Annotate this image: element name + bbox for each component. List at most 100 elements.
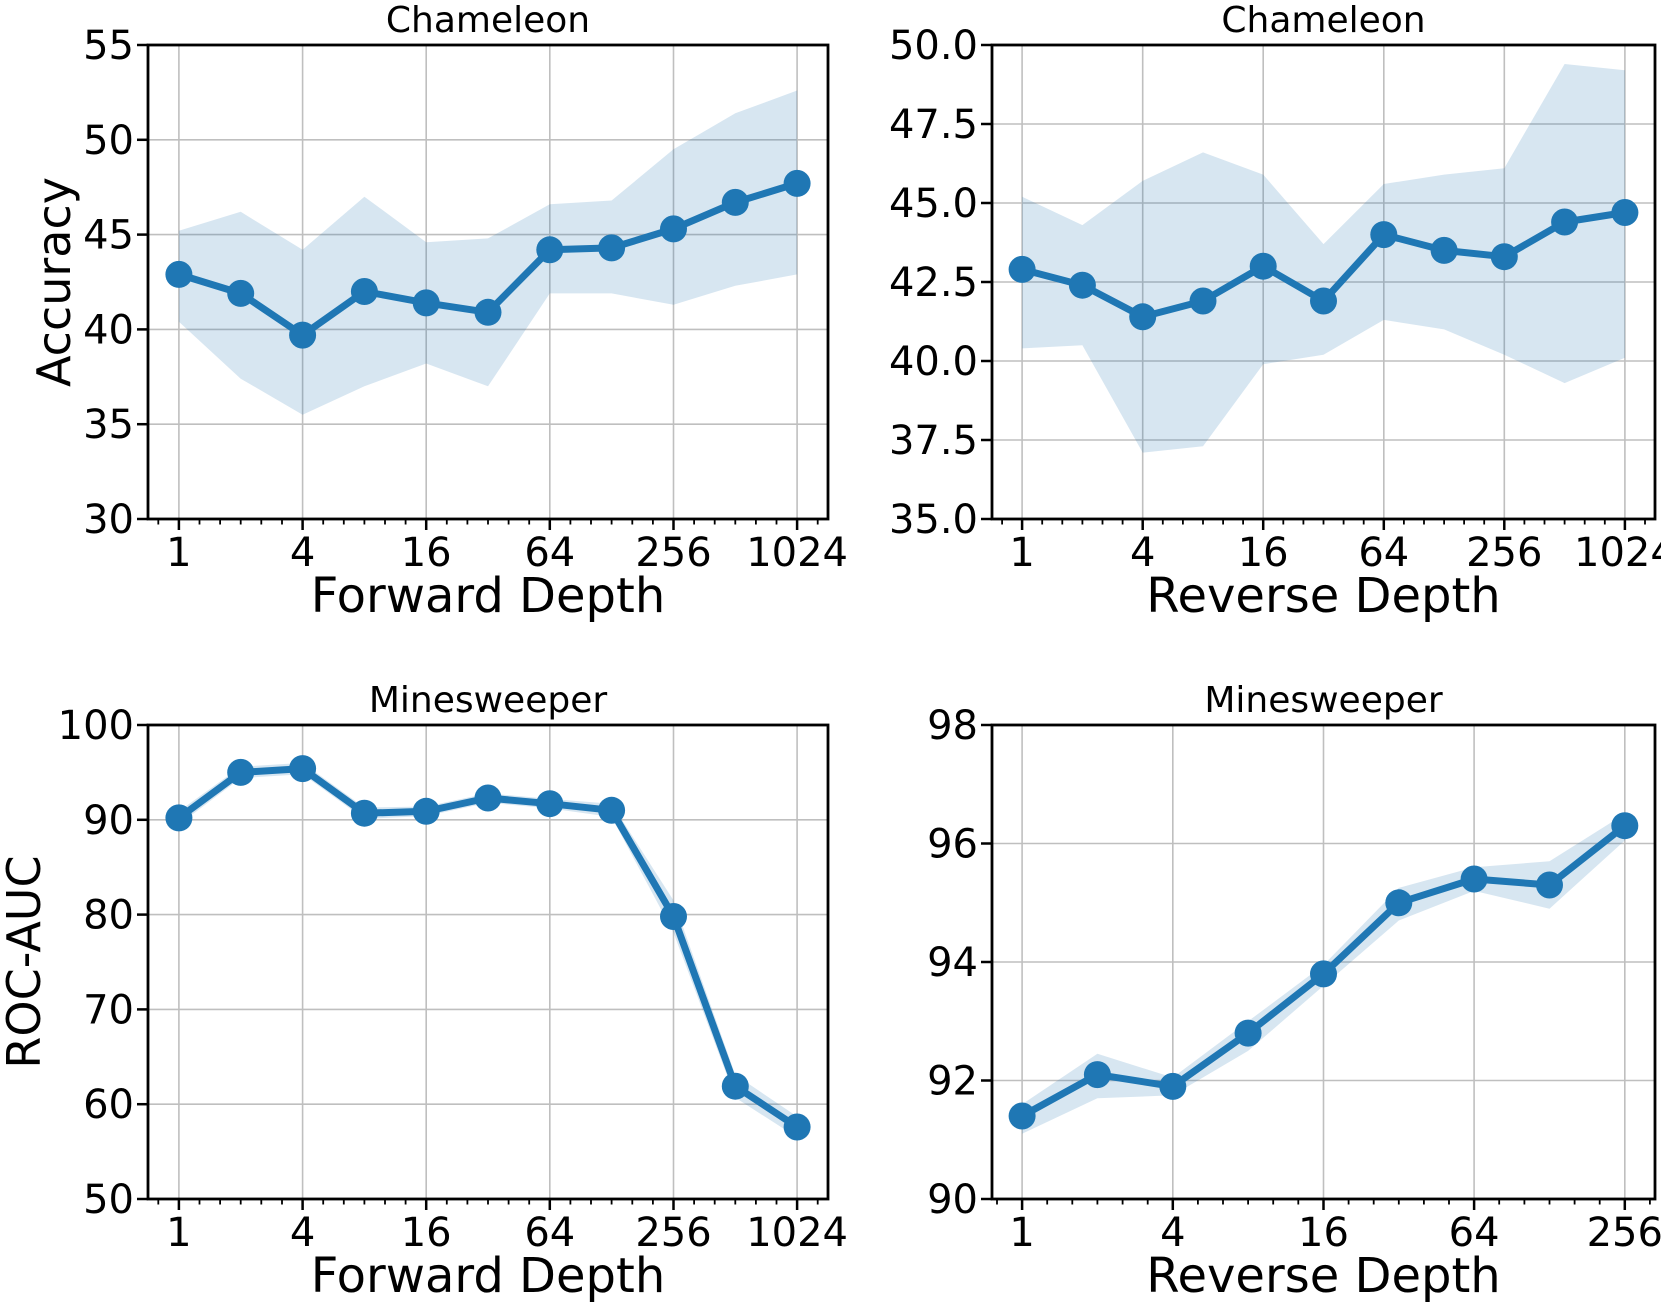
y-tick-label: 90	[83, 798, 134, 844]
data-point-marker	[660, 215, 687, 243]
x-tick-label: 4	[1160, 1210, 1185, 1256]
y-tick-label: 92	[927, 1059, 978, 1105]
data-point-marker	[1083, 1061, 1111, 1089]
x-tick-label: 64	[524, 530, 575, 576]
chart-title: Minesweeper	[1204, 680, 1443, 721]
x-tick-label: 16	[401, 1210, 452, 1256]
x-tick-label: 64	[524, 1210, 575, 1256]
confidence-band	[1022, 64, 1625, 453]
x-tick-label: 1024	[746, 1210, 848, 1256]
data-point-marker	[660, 903, 687, 930]
data-point-marker	[1460, 865, 1488, 893]
data-line	[175, 765, 801, 1131]
data-point-marker	[783, 169, 811, 197]
x-tick-label: 256	[1587, 1210, 1661, 1256]
y-tick-label: 90	[927, 1177, 978, 1223]
data-point-marker	[1234, 1019, 1262, 1047]
data-point-marker	[1189, 287, 1217, 315]
chart-title: Chameleon	[1221, 0, 1425, 41]
x-tick-label: 256	[635, 1210, 711, 1256]
data-point-marker	[227, 279, 255, 307]
y-tick-label: 80	[83, 893, 134, 939]
data-point-marker	[598, 234, 626, 262]
x-tick-label: 16	[1238, 530, 1289, 576]
y-tick-label: 98	[927, 703, 978, 749]
data-point-marker	[350, 278, 378, 305]
y-tick-label: 35.0	[889, 497, 978, 543]
y-tick-label: 50	[83, 1177, 134, 1223]
chart-chameleon-reverse: 1 4 16 64 256 1024 35.0 37.5 40.0 42.5 45.0 47.5 50.…	[889, 0, 1661, 624]
data-point-marker	[1310, 960, 1337, 988]
data-point-marker	[165, 804, 193, 832]
data-point-marker	[1129, 303, 1157, 331]
x-tick-label: 1	[1009, 1210, 1034, 1256]
y-axis-label: ROC-AUC	[0, 855, 51, 1068]
data-point-marker	[783, 1113, 811, 1141]
x-tick-label: 64	[1358, 530, 1409, 576]
y-tick-label: 60	[83, 1082, 134, 1128]
x-tick-label: 4	[290, 530, 315, 576]
x-tick-label: 4	[290, 1210, 315, 1256]
y-tick-label: 30	[83, 497, 134, 543]
chart-title: Chameleon	[386, 0, 590, 41]
y-tick-label: 47.5	[889, 102, 978, 148]
x-tick-label: 4	[1130, 530, 1155, 576]
data-point-marker	[1611, 812, 1639, 840]
data-point-marker	[165, 260, 193, 288]
x-tick-label: 256	[635, 530, 711, 576]
data-point-marker	[1370, 221, 1398, 249]
data-point-marker	[536, 236, 564, 264]
data-point-marker	[1385, 889, 1413, 917]
y-tick-label: 70	[83, 987, 134, 1033]
x-axis-label: Reverse Depth	[1146, 568, 1500, 624]
x-tick-label: 256	[1466, 530, 1542, 576]
chart-minesweeper-forward: 1 4 16 64 256 1024 50 60 70 80 90 100 Minesweeper For…	[0, 680, 848, 1303]
data-point-marker	[1008, 255, 1036, 283]
data-point-marker	[412, 289, 440, 317]
data-point-marker	[474, 784, 502, 812]
y-tick-label: 50	[83, 118, 134, 164]
chart-chameleon-forward: 1 4 16 64 256 1024 30 35 40 45 50 55 Chameleon Forwar…	[27, 0, 848, 624]
data-point-marker	[1551, 208, 1579, 236]
x-tick-label: 1024	[1574, 530, 1661, 576]
y-tick-label: 94	[927, 940, 978, 986]
y-tick-label: 35	[83, 402, 134, 448]
x-tick-label: 1	[166, 1210, 191, 1256]
data-point-marker	[721, 188, 749, 216]
x-tick-label: 64	[1449, 1210, 1500, 1256]
data-point-marker	[289, 755, 317, 783]
data-point-marker	[1536, 871, 1563, 899]
data-point-marker	[289, 321, 317, 349]
y-tick-label: 100	[58, 703, 134, 749]
data-point-marker	[1249, 252, 1277, 280]
data-point-marker	[1310, 287, 1337, 315]
y-tick-label: 45	[83, 213, 134, 259]
data-point-marker	[474, 298, 502, 326]
x-tick-label: 1	[166, 530, 191, 576]
x-tick-label: 1024	[746, 530, 848, 576]
x-tick-label: 16	[401, 530, 452, 576]
y-axis-label: Accuracy	[27, 177, 81, 387]
data-point-marker	[598, 796, 626, 824]
x-axis-label: Forward Depth	[311, 1248, 666, 1303]
x-tick-label: 16	[1298, 1210, 1349, 1256]
data-point-marker	[1490, 243, 1518, 271]
y-tick-label: 50.0	[889, 23, 978, 69]
x-axis-label: Reverse Depth	[1146, 1248, 1500, 1303]
confidence-band	[178, 90, 798, 415]
data-point-marker	[1068, 271, 1096, 299]
data-point-marker	[721, 1072, 749, 1100]
y-tick-label: 40	[83, 307, 134, 353]
chart-title: Minesweeper	[369, 680, 608, 721]
chart-minesweeper-reverse: 1 4 16 64 256 90 92 94 96 98 Minesweeper Reverse De…	[927, 680, 1661, 1303]
y-tick-label: 37.5	[889, 418, 978, 464]
data-point-marker	[350, 799, 378, 827]
data-point-marker	[1611, 199, 1639, 226]
x-tick-label: 1	[1009, 530, 1034, 576]
y-tick-label: 40.0	[889, 339, 978, 385]
data-point-marker	[1430, 236, 1458, 264]
x-axis-label: Forward Depth	[311, 568, 666, 624]
y-tick-label: 45.0	[889, 181, 978, 227]
